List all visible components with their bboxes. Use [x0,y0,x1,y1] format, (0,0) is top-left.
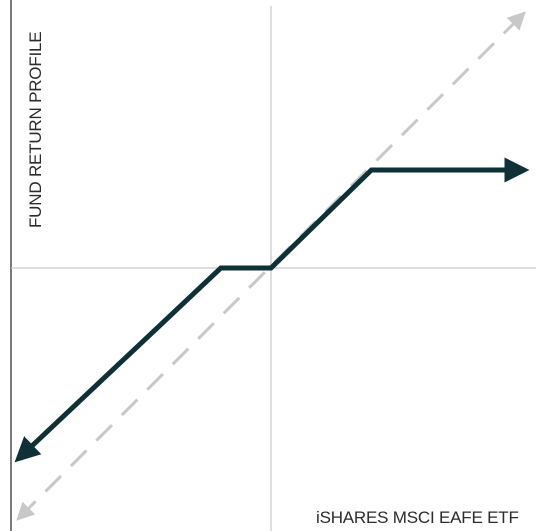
y-axis-label: FUND RETURN PROFILE [26,32,45,228]
x-axis-label: iSHARES MSCI EAFE ETF [316,508,519,527]
fund-return-line [14,157,530,463]
series-layer [14,11,530,521]
